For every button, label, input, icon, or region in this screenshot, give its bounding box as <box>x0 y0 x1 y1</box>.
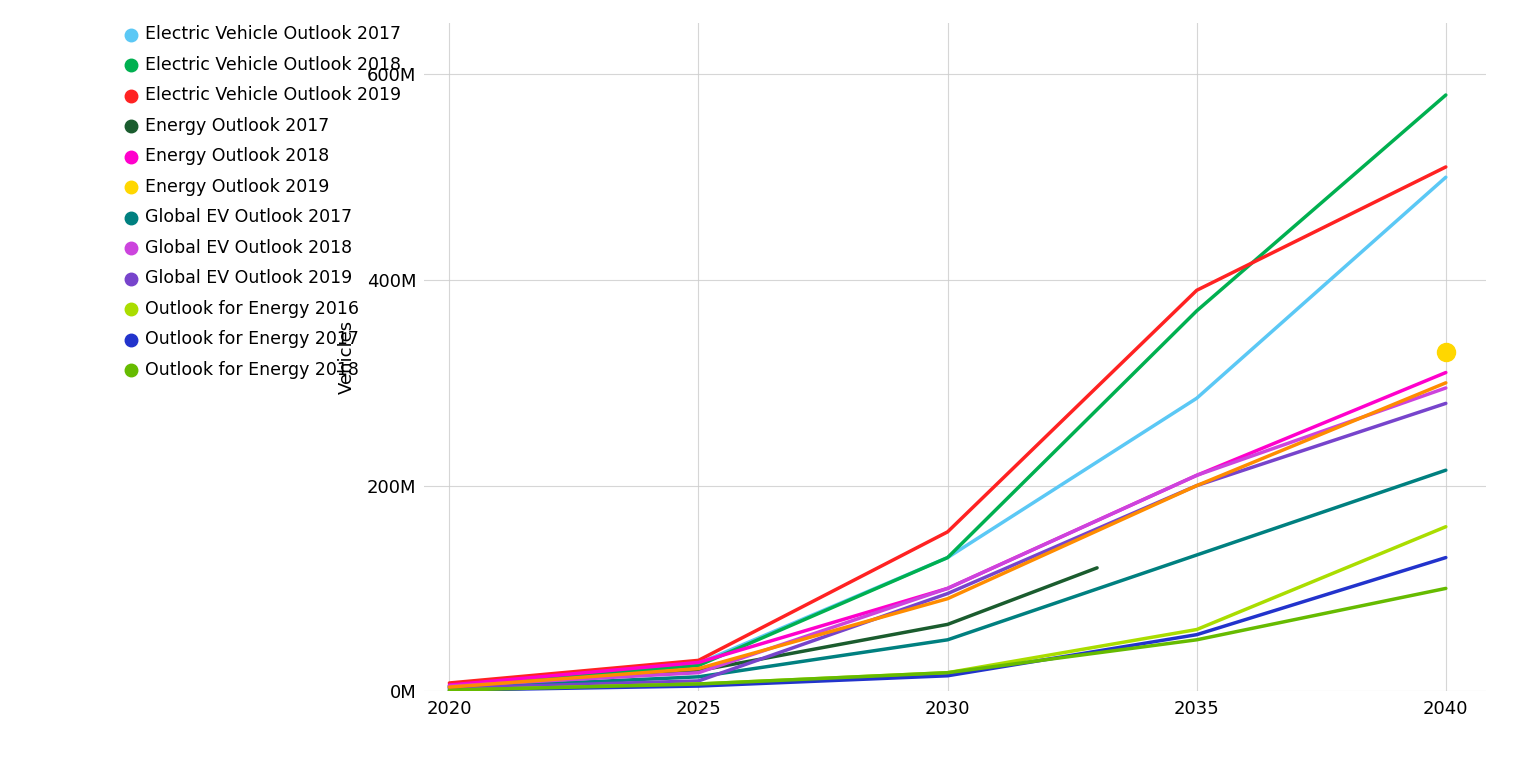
Y-axis label: Vehicles: Vehicles <box>338 320 356 394</box>
Legend: Electric Vehicle Outlook 2017, Electric Vehicle Outlook 2018, Electric Vehicle O: Electric Vehicle Outlook 2017, Electric … <box>130 25 400 379</box>
